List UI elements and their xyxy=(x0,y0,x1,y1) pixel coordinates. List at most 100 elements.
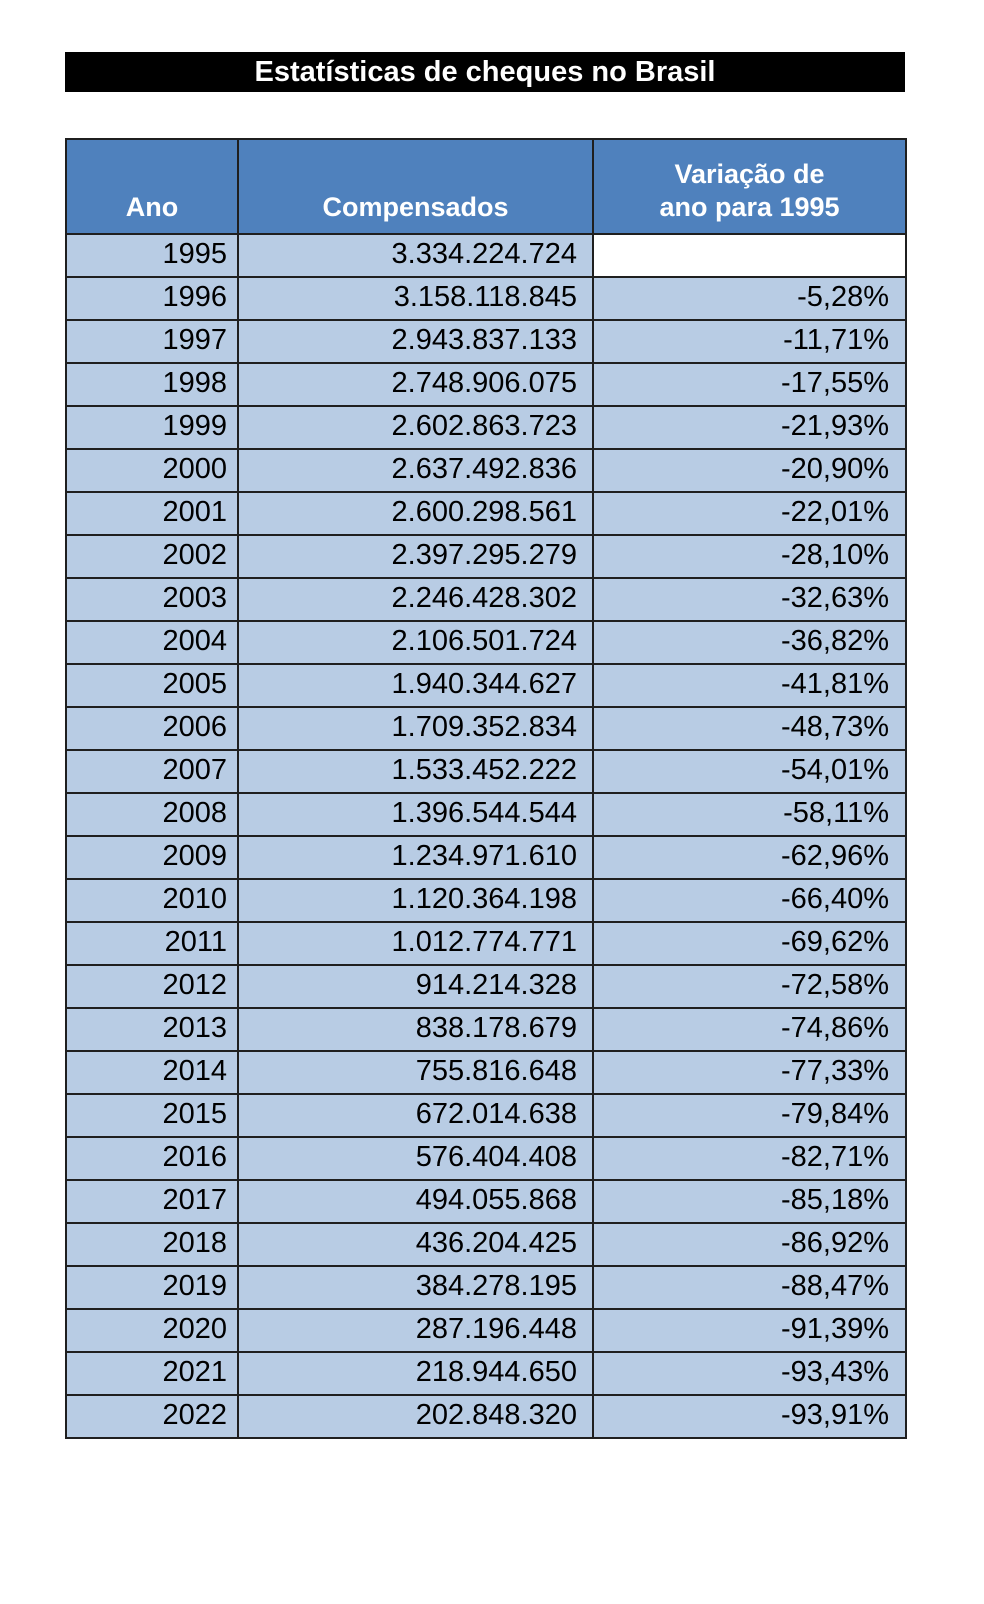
compensados-cell: 218.944.650 xyxy=(237,1351,594,1396)
year-cell: 2011 xyxy=(65,921,239,966)
table-row: 2002 2.397.295.279 -28,10% xyxy=(65,534,907,579)
table-row: 2020 287.196.448 -91,39% xyxy=(65,1308,907,1353)
table-row: 1996 3.158.118.845 -5,28% xyxy=(65,276,907,321)
year-cell: 2005 xyxy=(65,663,239,708)
year-cell: 1997 xyxy=(65,319,239,364)
table-row: 2010 1.120.364.198 -66,40% xyxy=(65,878,907,923)
compensados-cell: 576.404.408 xyxy=(237,1136,594,1181)
variation-cell: -93,43% xyxy=(592,1351,907,1396)
year-cell: 2001 xyxy=(65,491,239,536)
compensados-cell: 1.533.452.222 xyxy=(237,749,594,794)
table-row: 2019 384.278.195 -88,47% xyxy=(65,1265,907,1310)
year-cell: 1995 xyxy=(65,233,239,278)
compensados-cell: 914.214.328 xyxy=(237,964,594,1009)
table-row: 2013 838.178.679 -74,86% xyxy=(65,1007,907,1052)
table-row: 1998 2.748.906.075 -17,55% xyxy=(65,362,907,407)
page-title: Estatísticas de cheques no Brasil xyxy=(65,52,905,92)
table-row: 2007 1.533.452.222 -54,01% xyxy=(65,749,907,794)
table-row: 1995 3.334.224.724 xyxy=(65,233,907,278)
table-row: 2001 2.600.298.561 -22,01% xyxy=(65,491,907,536)
compensados-cell: 494.055.868 xyxy=(237,1179,594,1224)
compensados-cell: 2.748.906.075 xyxy=(237,362,594,407)
year-cell: 2020 xyxy=(65,1308,239,1353)
year-cell: 2022 xyxy=(65,1394,239,1439)
year-cell: 2002 xyxy=(65,534,239,579)
year-cell: 2019 xyxy=(65,1265,239,1310)
variation-cell: -66,40% xyxy=(592,878,907,923)
table-row: 2011 1.012.774.771 -69,62% xyxy=(65,921,907,966)
year-cell: 2021 xyxy=(65,1351,239,1396)
compensados-cell: 3.158.118.845 xyxy=(237,276,594,321)
table-row: 2005 1.940.344.627 -41,81% xyxy=(65,663,907,708)
year-cell: 2007 xyxy=(65,749,239,794)
year-cell: 2003 xyxy=(65,577,239,622)
variation-cell: -58,11% xyxy=(592,792,907,837)
variation-cell: -91,39% xyxy=(592,1308,907,1353)
variation-cell: -48,73% xyxy=(592,706,907,751)
table-row: 2015 672.014.638 -79,84% xyxy=(65,1093,907,1138)
variation-cell: -69,62% xyxy=(592,921,907,966)
compensados-cell: 287.196.448 xyxy=(237,1308,594,1353)
table-row: 2009 1.234.971.610 -62,96% xyxy=(65,835,907,880)
variation-cell: -36,82% xyxy=(592,620,907,665)
variation-cell: -86,92% xyxy=(592,1222,907,1267)
compensados-cell: 1.012.774.771 xyxy=(237,921,594,966)
compensados-cell: 1.120.364.198 xyxy=(237,878,594,923)
variation-cell: -88,47% xyxy=(592,1265,907,1310)
variation-cell: -20,90% xyxy=(592,448,907,493)
variation-cell: -62,96% xyxy=(592,835,907,880)
column-header-compensados: Compensados xyxy=(237,138,594,235)
variation-cell: -28,10% xyxy=(592,534,907,579)
table-row: 2004 2.106.501.724 -36,82% xyxy=(65,620,907,665)
variation-cell: -72,58% xyxy=(592,964,907,1009)
table-row: 2014 755.816.648 -77,33% xyxy=(65,1050,907,1095)
year-cell: 2000 xyxy=(65,448,239,493)
variation-cell: -17,55% xyxy=(592,362,907,407)
table-row: 2021 218.944.650 -93,43% xyxy=(65,1351,907,1396)
variation-cell: -41,81% xyxy=(592,663,907,708)
variation-cell: -85,18% xyxy=(592,1179,907,1224)
table-row: 2012 914.214.328 -72,58% xyxy=(65,964,907,1009)
year-cell: 2015 xyxy=(65,1093,239,1138)
table-row: 2008 1.396.544.544 -58,11% xyxy=(65,792,907,837)
year-cell: 2014 xyxy=(65,1050,239,1095)
table-row: 2018 436.204.425 -86,92% xyxy=(65,1222,907,1267)
cheques-table: Ano Compensados Variação de ano para 199… xyxy=(65,138,907,1439)
variation-cell: -79,84% xyxy=(592,1093,907,1138)
compensados-cell: 2.600.298.561 xyxy=(237,491,594,536)
compensados-cell: 1.709.352.834 xyxy=(237,706,594,751)
compensados-cell: 3.334.224.724 xyxy=(237,233,594,278)
compensados-cell: 436.204.425 xyxy=(237,1222,594,1267)
compensados-cell: 2.602.863.723 xyxy=(237,405,594,450)
year-cell: 1999 xyxy=(65,405,239,450)
compensados-cell: 2.397.295.279 xyxy=(237,534,594,579)
compensados-cell: 1.940.344.627 xyxy=(237,663,594,708)
year-cell: 2018 xyxy=(65,1222,239,1267)
year-cell: 2010 xyxy=(65,878,239,923)
table-body: 1995 3.334.224.724 1996 3.158.118.845 -5,28%… xyxy=(65,233,907,1439)
compensados-cell: 1.396.544.544 xyxy=(237,792,594,837)
table-row: 2000 2.637.492.836 -20,90% xyxy=(65,448,907,493)
year-cell: 2009 xyxy=(65,835,239,880)
table-row: 2016 576.404.408 -82,71% xyxy=(65,1136,907,1181)
year-cell: 2013 xyxy=(65,1007,239,1052)
compensados-cell: 2.943.837.133 xyxy=(237,319,594,364)
year-cell: 1998 xyxy=(65,362,239,407)
year-cell: 1996 xyxy=(65,276,239,321)
variation-cell: -32,63% xyxy=(592,577,907,622)
year-cell: 2006 xyxy=(65,706,239,751)
table-row: 2003 2.246.428.302 -32,63% xyxy=(65,577,907,622)
table-row: 1997 2.943.837.133 -11,71% xyxy=(65,319,907,364)
table-row: 2006 1.709.352.834 -48,73% xyxy=(65,706,907,751)
year-cell: 2008 xyxy=(65,792,239,837)
column-header-variacao: Variação de ano para 1995 xyxy=(592,138,907,235)
variation-cell: -74,86% xyxy=(592,1007,907,1052)
compensados-cell: 2.246.428.302 xyxy=(237,577,594,622)
compensados-cell: 384.278.195 xyxy=(237,1265,594,1310)
variation-cell: -22,01% xyxy=(592,491,907,536)
column-header-ano: Ano xyxy=(65,138,239,235)
variation-cell: -54,01% xyxy=(592,749,907,794)
compensados-cell: 202.848.320 xyxy=(237,1394,594,1439)
table-row: 1999 2.602.863.723 -21,93% xyxy=(65,405,907,450)
